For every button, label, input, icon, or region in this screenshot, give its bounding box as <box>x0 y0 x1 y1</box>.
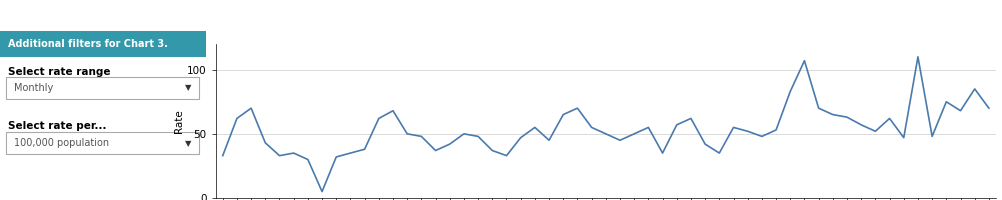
FancyBboxPatch shape <box>6 132 199 154</box>
Text: 100,000 population: 100,000 population <box>14 138 109 148</box>
Text: ▼: ▼ <box>184 139 191 148</box>
Text: Select rate per...: Select rate per... <box>8 121 106 131</box>
Text: Chart 3. Monthly rate of  C. difficile per 100,000 population in Swansea Bay UHB: Chart 3. Monthly rate of C. difficile pe… <box>159 9 843 22</box>
Text: Select rate range: Select rate range <box>8 67 110 77</box>
FancyBboxPatch shape <box>0 31 205 57</box>
Text: Additional filters for Chart 3.: Additional filters for Chart 3. <box>8 39 168 49</box>
Text: ▼: ▼ <box>184 83 191 92</box>
Y-axis label: Rate: Rate <box>174 109 184 133</box>
FancyBboxPatch shape <box>6 77 199 99</box>
Text: Monthly: Monthly <box>14 83 53 93</box>
